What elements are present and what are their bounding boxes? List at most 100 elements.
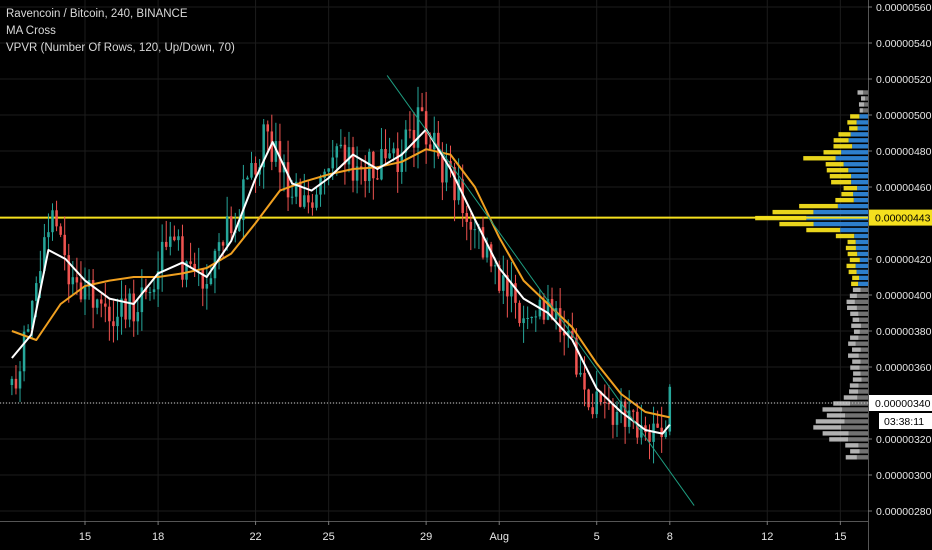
vp-row-down: [843, 185, 858, 191]
time-tick-label: 25: [323, 531, 335, 543]
price-tick-label: 0.00000560: [876, 2, 932, 14]
candle-body: [51, 210, 54, 233]
vp-row-up: [859, 257, 868, 263]
candle-body: [303, 195, 306, 207]
poc-label-bg: [869, 209, 932, 226]
vp-row-down: [848, 353, 859, 358]
candle-body: [91, 279, 95, 308]
vp-row-down: [826, 168, 849, 173]
candle-body: [225, 216, 229, 246]
candle-body: [526, 317, 529, 319]
candle-body: [644, 425, 647, 433]
vp-row-down: [861, 96, 866, 101]
candle-body: [63, 234, 66, 256]
price-tick-label: 0.00000320: [876, 434, 932, 446]
price-tick-label: 0.00000520: [876, 74, 932, 86]
price-axis: 0.00000560 0.00000540 0.00000520 0.00000500…: [868, 2, 932, 518]
vp-row-down: [846, 299, 855, 305]
candle-body: [347, 147, 351, 165]
candle-body: [39, 271, 42, 284]
countdown-bg: [879, 413, 932, 429]
vp-row-up: [851, 174, 868, 179]
vp-row-up: [858, 311, 868, 316]
time-tick-label: 15: [79, 531, 91, 543]
candle-body: [238, 220, 241, 232]
vp-row-down: [848, 269, 857, 275]
poc-price-label: 0.00000443: [869, 209, 932, 226]
candle-body: [274, 141, 278, 162]
vp-row-up: [813, 209, 868, 215]
vp-row-up: [855, 239, 868, 245]
candle-body: [116, 316, 119, 327]
candle-body: [156, 271, 160, 290]
price-tick-label: 0.00000300: [876, 470, 932, 482]
vp-row-down: [849, 257, 860, 263]
vp-row-down: [852, 287, 861, 293]
vp-row-down: [852, 317, 860, 322]
vp-row-down: [822, 407, 843, 412]
candle-body: [380, 148, 383, 180]
price-tick-label: 0.00000360: [876, 362, 932, 374]
vp-row-up: [855, 245, 868, 251]
vp-row-up: [860, 347, 868, 352]
candle-body: [489, 244, 493, 267]
vp-row-up: [859, 317, 868, 322]
vp-row-up: [859, 449, 868, 454]
candle-body: [465, 213, 469, 222]
candle-body: [290, 196, 294, 198]
candle-body: [201, 268, 205, 289]
vp-row-down: [853, 371, 861, 376]
vp-row-up: [856, 293, 868, 299]
candle-body: [664, 431, 667, 438]
candle-body: [262, 124, 265, 168]
candle-body: [128, 293, 131, 320]
vp-row-up: [848, 138, 868, 143]
candle-body: [522, 318, 525, 324]
candle-body: [558, 308, 562, 332]
candle-body: [43, 237, 46, 272]
vp-row-up: [843, 162, 868, 167]
vp-row-down: [841, 191, 854, 197]
indicator-ma-cross[interactable]: MA Cross: [6, 25, 56, 37]
vp-row-up: [835, 156, 868, 161]
vp-row-down: [850, 365, 860, 370]
candle-body: [79, 282, 83, 300]
indicator-vpvr[interactable]: VPVR (Number Of Rows, 120, Up/Down, 70): [6, 42, 235, 54]
candle-body: [10, 378, 14, 385]
candle-body: [668, 386, 672, 432]
vp-row-down: [833, 401, 851, 406]
vp-row-up: [858, 335, 868, 340]
candle-body: [339, 144, 343, 147]
vp-row-up: [841, 150, 868, 155]
time-tick-label: 18: [152, 531, 164, 543]
vp-row-up: [848, 437, 868, 442]
candle-body: [136, 312, 140, 322]
candle-body: [112, 321, 115, 327]
vp-row-down: [772, 209, 814, 215]
vp-row-down: [849, 389, 859, 394]
candle-body: [173, 236, 176, 241]
candle-body: [26, 329, 30, 332]
vp-row-up: [860, 371, 868, 376]
candle-body: [611, 404, 615, 425]
price-tick-label: 0.00000500: [876, 110, 932, 122]
vp-row-down: [829, 174, 852, 179]
candle-body: [246, 177, 249, 180]
candle-body: [428, 144, 432, 150]
candle-body: [412, 130, 416, 148]
candle-body: [99, 299, 103, 304]
vp-row-down: [852, 377, 862, 382]
vp-row-up: [858, 443, 868, 448]
vp-row-up: [845, 413, 868, 418]
vp-row-down: [847, 239, 856, 245]
candle-body: [567, 330, 570, 336]
candle-body: [510, 283, 513, 297]
candle-body: [55, 210, 58, 227]
candle-body: [18, 371, 22, 389]
current-price-bg: [869, 395, 932, 411]
vp-row-up: [860, 287, 868, 293]
candle-body: [424, 111, 428, 145]
vp-row-up: [848, 431, 868, 436]
candle-body: [298, 181, 302, 207]
